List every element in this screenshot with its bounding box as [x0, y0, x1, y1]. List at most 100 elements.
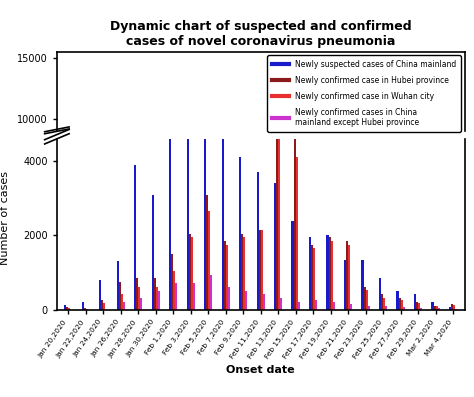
Bar [276, 0, 278, 310]
Bar [379, 231, 381, 242]
Bar [362, 260, 364, 310]
Bar [246, 235, 247, 242]
Bar [193, 283, 195, 310]
Bar [416, 239, 418, 242]
Bar [261, 215, 263, 242]
Bar [140, 298, 142, 310]
Bar [208, 211, 210, 310]
Bar [403, 307, 405, 310]
Bar [280, 298, 283, 310]
Bar [368, 240, 370, 242]
Bar [449, 307, 451, 310]
Bar [239, 157, 241, 310]
Text: Number of cases: Number of cases [0, 172, 10, 265]
Bar [68, 308, 70, 310]
Bar [451, 240, 453, 242]
Bar [210, 276, 212, 310]
Title: Dynamic chart of suspected and confirmed
cases of novel coronavirus pneumonia: Dynamic chart of suspected and confirmed… [110, 20, 411, 48]
Bar [313, 249, 315, 310]
Bar [101, 239, 103, 242]
Bar [396, 291, 399, 310]
Bar [103, 303, 105, 310]
Bar [156, 234, 158, 242]
Bar [431, 302, 434, 310]
Bar [221, 139, 224, 310]
Bar [117, 226, 118, 242]
Bar [263, 295, 265, 310]
Bar [383, 298, 385, 310]
Bar [171, 254, 173, 310]
Bar [344, 225, 346, 242]
Bar [259, 215, 261, 242]
Bar [453, 305, 455, 310]
Bar [136, 231, 138, 242]
Bar [158, 291, 160, 310]
Bar [191, 237, 193, 310]
Bar [344, 260, 346, 310]
Bar [140, 238, 142, 242]
Bar [239, 191, 241, 242]
Bar [259, 230, 261, 310]
Bar [134, 194, 136, 242]
Bar [193, 233, 195, 242]
Bar [158, 235, 160, 242]
X-axis label: Onset date: Onset date [227, 366, 295, 376]
Bar [226, 245, 228, 310]
Bar [296, 191, 298, 242]
Bar [171, 223, 173, 242]
Bar [348, 245, 350, 310]
Bar [187, 178, 189, 242]
Bar [368, 306, 370, 310]
Bar [134, 165, 136, 310]
Bar [263, 237, 265, 242]
Bar [175, 233, 177, 242]
Bar [278, 170, 280, 242]
Bar [241, 216, 243, 242]
Bar [99, 232, 101, 242]
Bar [243, 218, 246, 242]
Bar [453, 240, 455, 242]
Bar [256, 197, 259, 242]
Bar [224, 219, 226, 242]
Bar [274, 200, 276, 242]
Bar [154, 278, 156, 310]
Bar [292, 212, 293, 242]
Bar [261, 230, 263, 310]
Bar [383, 238, 385, 242]
Bar [208, 209, 210, 242]
Bar [224, 241, 226, 310]
Bar [243, 237, 246, 310]
Bar [204, 113, 206, 310]
Bar [169, 183, 171, 242]
Bar [99, 280, 101, 310]
Bar [189, 233, 191, 310]
Bar [82, 239, 83, 242]
Bar [455, 309, 457, 310]
Bar [293, 185, 296, 242]
Bar [399, 298, 401, 310]
Bar [64, 240, 66, 242]
Bar [311, 245, 313, 310]
Bar [379, 278, 381, 310]
Bar [256, 172, 259, 310]
Bar [333, 302, 335, 310]
Bar [364, 234, 365, 242]
Bar [278, 91, 280, 310]
Bar [138, 287, 140, 310]
Bar [169, 131, 171, 310]
Bar [313, 222, 315, 242]
Bar [348, 220, 350, 242]
Bar [449, 241, 451, 242]
Bar [399, 238, 401, 242]
Bar [438, 308, 440, 310]
Bar [438, 241, 440, 242]
Bar [292, 221, 293, 310]
Bar [274, 183, 276, 310]
Bar [309, 218, 311, 242]
Bar [246, 291, 247, 310]
Bar [420, 241, 422, 242]
Bar [365, 235, 368, 242]
Bar [436, 306, 438, 310]
Bar [280, 238, 283, 242]
Bar [152, 204, 154, 242]
